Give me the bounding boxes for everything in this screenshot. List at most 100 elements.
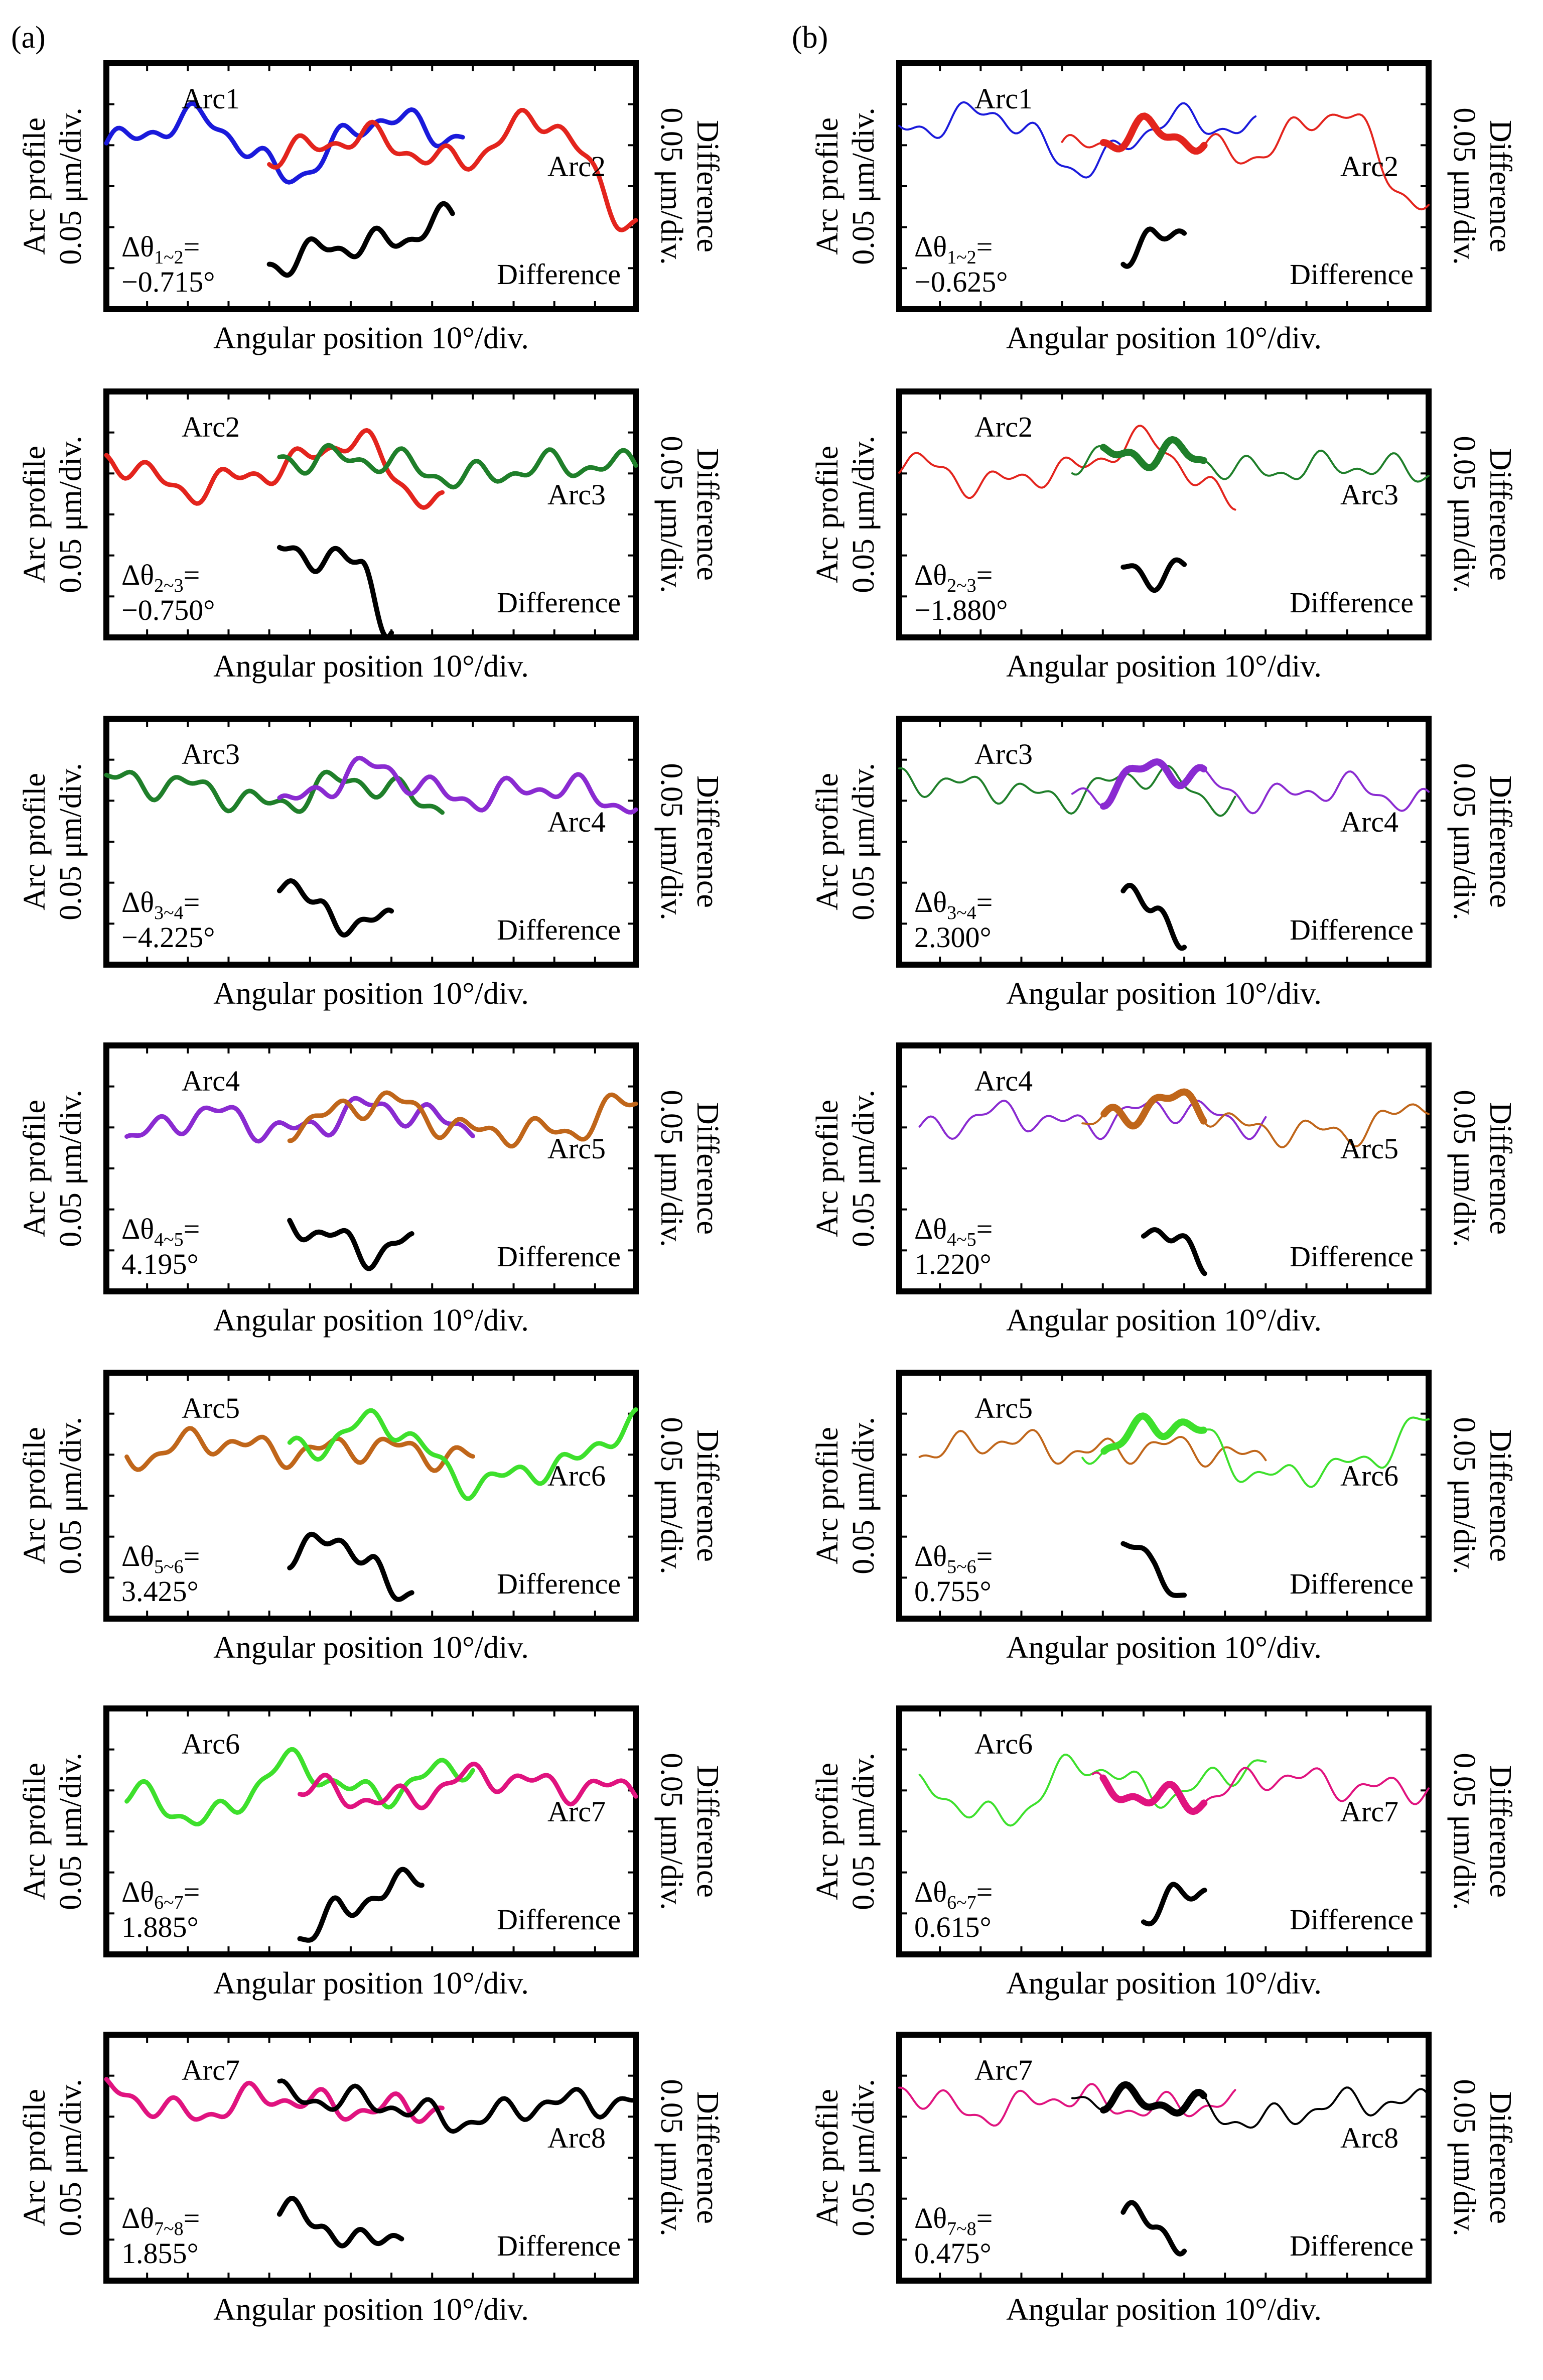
series-line-difference <box>1120 226 1187 269</box>
difference-label: Difference <box>1290 1567 1414 1600</box>
series-line-arc5 <box>918 1429 1267 1468</box>
difference-label: Difference <box>497 1903 621 1936</box>
arc-label-left: Arc6 <box>182 1728 240 1760</box>
delta-value: −0.750° <box>121 594 215 626</box>
series-line-difference <box>276 545 394 640</box>
y2-axis-label: Difference0.05 μm/div. <box>654 763 725 920</box>
difference-label: Difference <box>497 2229 621 2262</box>
arc-label-right: Arc6 <box>1340 1460 1398 1492</box>
series-line-difference <box>276 878 394 938</box>
series-line-arc2 <box>898 425 1236 511</box>
arc-label-left: Arc4 <box>182 1065 240 1097</box>
delta-label: Δθ3~4= <box>914 886 993 923</box>
chart-panel-b-2~3: Arc2 Arc3 Δθ2~3=−1.880° Difference Angular p… <box>810 388 1517 684</box>
arc-label-left: Arc5 <box>182 1392 240 1424</box>
series-line-arc4 <box>918 1100 1267 1140</box>
delta-value: 2.300° <box>914 921 992 954</box>
y2-axis-label: Difference0.05 μm/div. <box>1447 1417 1517 1574</box>
x-axis-label: Angular position 10°/div. <box>213 1631 529 1665</box>
delta-value: −0.625° <box>914 266 1008 298</box>
chart-panel-b-7~8: Arc7 Arc8 Δθ7~8=0.475° Difference Angular po… <box>810 2032 1517 2327</box>
series-line-arc7 <box>104 2077 445 2124</box>
series-line-arc3 <box>277 443 638 490</box>
x-axis-label: Angular position 10°/div. <box>213 321 529 355</box>
series-line-difference <box>266 201 455 278</box>
difference-label: Difference <box>1290 1240 1414 1273</box>
delta-value: 0.475° <box>914 2237 992 2270</box>
delta-value: −1.880° <box>914 594 1008 626</box>
delta-label: Δθ2~3= <box>914 559 993 596</box>
chart-panel-a-1~2: Arc1 Arc2 Δθ1~2=−0.715° Difference Angular p… <box>18 60 725 355</box>
chart-panel-a-3~4: Arc3 Arc4 Δθ3~4=−4.225° Difference Angular p… <box>18 716 725 1011</box>
panel-label: (a) <box>11 21 46 55</box>
arc-label-right: Arc8 <box>547 2122 606 2154</box>
difference-label: Difference <box>1290 1903 1414 1936</box>
y-axis-label: Arc profile0.05 μm/div. <box>810 1417 881 1574</box>
x-axis-label: Angular position 10°/div. <box>213 1966 529 2001</box>
y2-axis-label: Difference0.05 μm/div. <box>1447 763 1517 920</box>
delta-label: Δθ1~2= <box>914 230 993 268</box>
arc-label-right: Arc2 <box>547 150 606 183</box>
arc-label-right: Arc3 <box>1340 478 1398 511</box>
plot-frame <box>896 1042 1432 1294</box>
series-line-difference <box>287 1218 414 1271</box>
x-axis-label: Angular position 10°/div. <box>213 977 529 1011</box>
arc-label-left: Arc7 <box>182 2054 240 2086</box>
delta-label: Δθ7~8= <box>914 2202 993 2239</box>
x-axis-label: Angular position 10°/div. <box>1006 2293 1322 2327</box>
delta-label: Δθ2~3= <box>121 559 200 596</box>
y2-axis-label: Difference0.05 μm/div. <box>1447 2079 1517 2236</box>
series-line-difference <box>1141 1227 1207 1276</box>
y-axis-label: Arc profile0.05 μm/div. <box>18 2079 88 2236</box>
delta-label: Δθ6~7= <box>914 1876 993 1913</box>
arc-label-right: Arc4 <box>547 806 606 838</box>
x-axis-label: Angular position 10°/div. <box>1006 649 1322 684</box>
series-line-arc8 <box>277 2078 638 2134</box>
x-axis-label: Angular position 10°/div. <box>1006 977 1322 1011</box>
chart-panel-b-6~7: Arc6 Arc7 Δθ6~7=0.615° Difference Angular po… <box>810 1705 1517 2001</box>
y2-axis-label: Difference0.05 μm/div. <box>654 1417 725 1574</box>
plot-frame <box>896 716 1432 968</box>
y2-axis-label: Difference0.05 μm/div. <box>654 1753 725 1910</box>
panel-label: (b) <box>792 21 828 55</box>
chart-panel-b-5~6: Arc5 Arc6 Δθ5~6=0.755° Difference Angular po… <box>810 1370 1517 1665</box>
difference-label: Difference <box>1290 913 1414 946</box>
overlap-highlight <box>1100 436 1207 471</box>
difference-label: Difference <box>497 1240 621 1273</box>
plot-frame <box>103 1705 639 1957</box>
x-axis-label: Angular position 10°/div. <box>1006 1303 1322 1338</box>
chart-panel-b-4~5: Arc4 Arc5 Δθ4~5=1.220° Difference Angular po… <box>810 1042 1517 1338</box>
series-line-arc3 <box>898 764 1236 817</box>
series-line-difference <box>276 2196 404 2249</box>
y-axis-label: Arc profile0.05 μm/div. <box>18 1417 88 1574</box>
series-line-arc5 <box>124 1426 475 1473</box>
overlap-highlight <box>1099 1774 1208 1815</box>
x-axis-label: Angular position 10°/div. <box>213 1303 529 1338</box>
overlap-highlight <box>1100 1088 1207 1130</box>
arc-label-left: Arc5 <box>974 1392 1033 1424</box>
difference-label: Difference <box>497 913 621 946</box>
chart-panel-a-5~6: Arc5 Arc6 Δθ5~6=3.425° Difference Angular po… <box>18 1370 725 1665</box>
delta-label: Δθ7~8= <box>121 2202 200 2239</box>
arc-label-right: Arc7 <box>1340 1795 1398 1828</box>
y-axis-label: Arc profile0.05 μm/div. <box>18 1090 88 1247</box>
difference-label: Difference <box>1290 258 1414 291</box>
chart-panel-b-1~2: Arc1 Arc2 Δθ1~2=−0.625° Difference Angular p… <box>810 60 1517 355</box>
delta-label: Δθ5~6= <box>914 1540 993 1577</box>
y2-axis-label: Difference0.05 μm/div. <box>1447 436 1517 593</box>
arc-label-left: Arc7 <box>974 2054 1033 2086</box>
overlap-highlight <box>1100 758 1207 810</box>
chart-panel-a-2~3: Arc2 Arc3 Δθ2~3=−0.750° Difference Angular p… <box>18 388 725 684</box>
chart-panel-b-3~4: Arc3 Arc4 Δθ3~4=2.300° Difference Angular po… <box>810 716 1517 1011</box>
x-axis-label: Angular position 10°/div. <box>1006 321 1322 355</box>
y2-axis-label: Difference0.05 μm/div. <box>654 436 725 593</box>
series-line-difference <box>1120 2200 1187 2257</box>
series-line-arc1 <box>104 101 465 185</box>
series-line-arc2 <box>267 108 638 232</box>
arc-label-left: Arc1 <box>182 82 240 115</box>
series-line-difference <box>287 1531 414 1602</box>
difference-label: Difference <box>497 258 621 291</box>
difference-label: Difference <box>1290 586 1414 619</box>
y-axis-label: Arc profile0.05 μm/div. <box>18 436 88 593</box>
